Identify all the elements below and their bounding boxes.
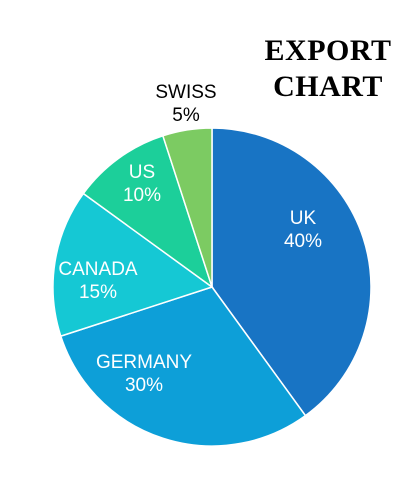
pie-slice-swiss (161, 127, 213, 288)
slice-label-canada: CANADA (58, 259, 138, 280)
slice-label-us: US (129, 162, 155, 183)
pie-slice-uk (211, 127, 372, 417)
slice-value-canada: 15% (79, 282, 117, 303)
chart-title-line-1: EXPORT (264, 34, 392, 67)
pie-slice-canada (52, 192, 214, 338)
pie-slice-us (82, 134, 214, 289)
slice-value-us: 10% (123, 185, 161, 206)
slice-label-swiss: SWISS (155, 82, 216, 103)
pie-slice-germany (59, 286, 307, 447)
chart-title-line-2: CHART (273, 70, 383, 103)
slice-label-germany: GERMANY (96, 352, 192, 373)
slice-value-uk: 40% (284, 231, 322, 252)
slice-value-germany: 30% (125, 375, 163, 396)
slice-value-swiss: 5% (172, 105, 200, 126)
slice-label-uk: UK (290, 208, 317, 229)
